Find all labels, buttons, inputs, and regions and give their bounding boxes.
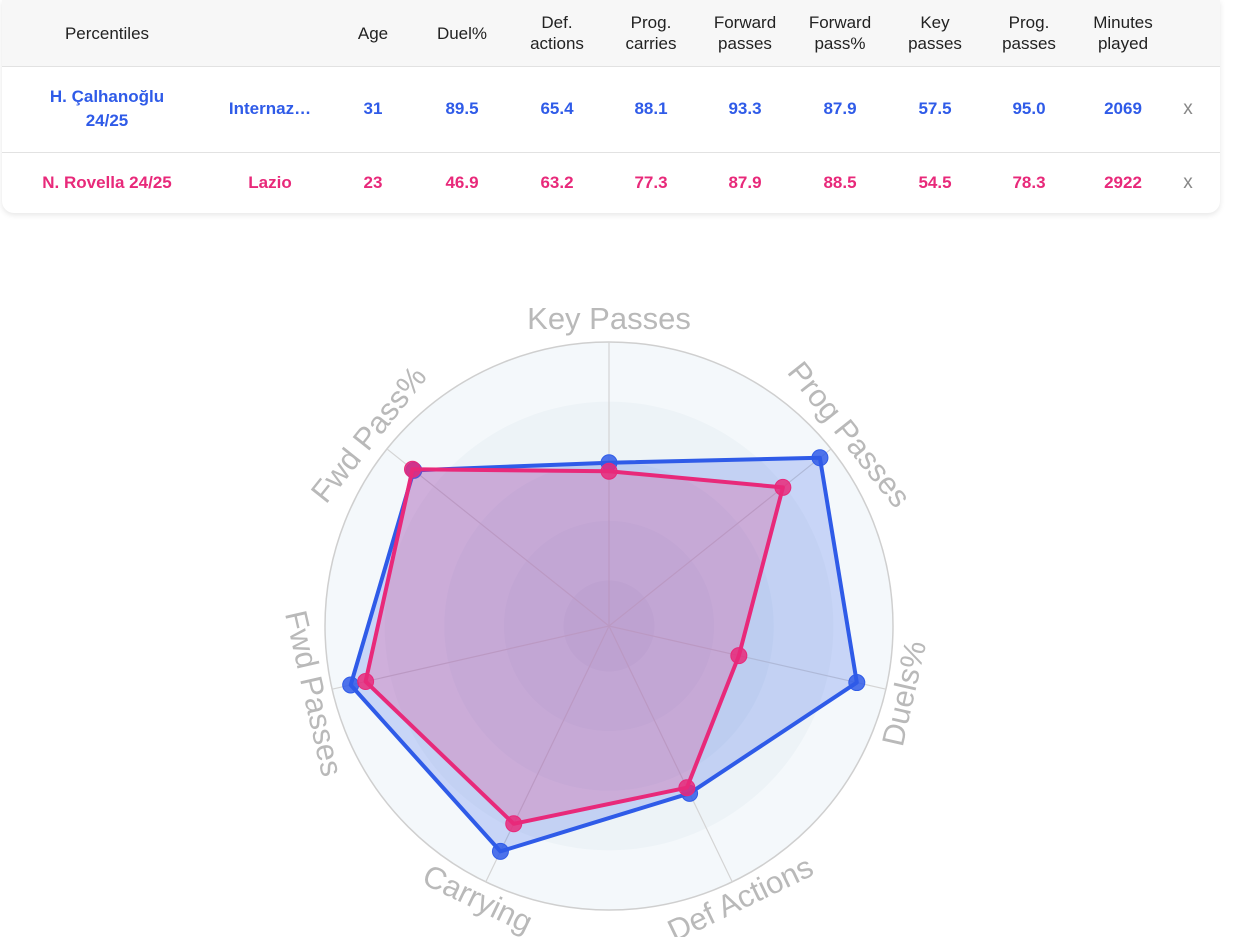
team-name: Lazio (248, 173, 292, 192)
series-point[interactable] (491, 842, 509, 860)
remove-player-button[interactable]: x (1183, 172, 1193, 193)
prog-passes-value: 95.0 (1012, 99, 1046, 118)
header-duel[interactable]: Duel% (436, 23, 488, 43)
forward-pass-pct-value: 87.9 (823, 99, 857, 118)
radar-spoke (608, 625, 887, 690)
table-header: Percentiles Age Duel% Def. actions Prog.… (2, 0, 1220, 67)
comparison-table: Percentiles Age Duel% Def. actions Prog.… (2, 0, 1220, 213)
axis-label: Key Passes (527, 301, 691, 336)
prog-carries-value: 88.1 (634, 99, 668, 118)
series-point[interactable] (357, 673, 375, 691)
minutes-played-value: 2922 (1104, 173, 1142, 192)
header-key-passes[interactable]: Key passes (908, 13, 962, 53)
age-value: 23 (363, 173, 383, 192)
radar-spokes (331, 342, 887, 883)
prog-carries-value: 77.3 (634, 173, 668, 192)
series-point[interactable] (342, 676, 360, 694)
header-percentiles: Percentiles (64, 23, 150, 43)
header-minutes-played[interactable]: Minutes played (1093, 13, 1153, 53)
header-forward-passes[interactable]: Forward passes (713, 13, 777, 53)
forward-passes-value: 87.9 (728, 173, 762, 192)
forward-passes-value: 93.3 (728, 99, 762, 118)
duel-value: 89.5 (445, 99, 479, 118)
radar-spoke (608, 625, 733, 883)
header-def-actions[interactable]: Def. actions (530, 13, 584, 53)
radar-spoke (608, 448, 832, 627)
header-forward-pass-pct[interactable]: Forward pass% (808, 13, 872, 53)
radar-spoke (485, 625, 610, 883)
table-row: H. Çalhanoğlu 24/25 Internaz… 31 89.5 65… (2, 66, 1220, 153)
header-prog-carries[interactable]: Prog. carries (625, 13, 677, 53)
series-point[interactable] (505, 815, 523, 833)
key-passes-value: 54.5 (918, 173, 952, 192)
radar-spoke (331, 625, 610, 690)
def-actions-value: 63.2 (540, 173, 574, 192)
prog-passes-value: 78.3 (1012, 173, 1046, 192)
minutes-played-value: 2069 (1104, 99, 1142, 118)
header-prog-passes[interactable]: Prog. passes (1002, 13, 1056, 53)
key-passes-value: 57.5 (918, 99, 952, 118)
radar-spoke (386, 448, 610, 627)
player-name-link[interactable]: H. Çalhanoğlu 24/25 (49, 87, 165, 130)
series-point[interactable] (848, 674, 866, 692)
series-area (363, 467, 785, 826)
series-point[interactable] (730, 647, 748, 665)
remove-player-button[interactable]: x (1183, 98, 1193, 119)
forward-pass-pct-value: 88.5 (823, 173, 857, 192)
series-point[interactable] (678, 779, 696, 797)
series-point[interactable] (403, 460, 421, 478)
table-row: N. Rovella 24/25 Lazio 23 46.9 63.2 77.3… (2, 153, 1220, 213)
series-point[interactable] (811, 449, 829, 467)
radar-series (342, 449, 866, 860)
series-point[interactable] (774, 478, 792, 496)
def-actions-value: 65.4 (540, 99, 574, 118)
age-value: 31 (363, 99, 383, 118)
header-age[interactable]: Age (357, 23, 389, 43)
player-name-link[interactable]: N. Rovella 24/25 (42, 173, 172, 192)
duel-value: 46.9 (445, 173, 479, 192)
series-point[interactable] (600, 462, 618, 480)
